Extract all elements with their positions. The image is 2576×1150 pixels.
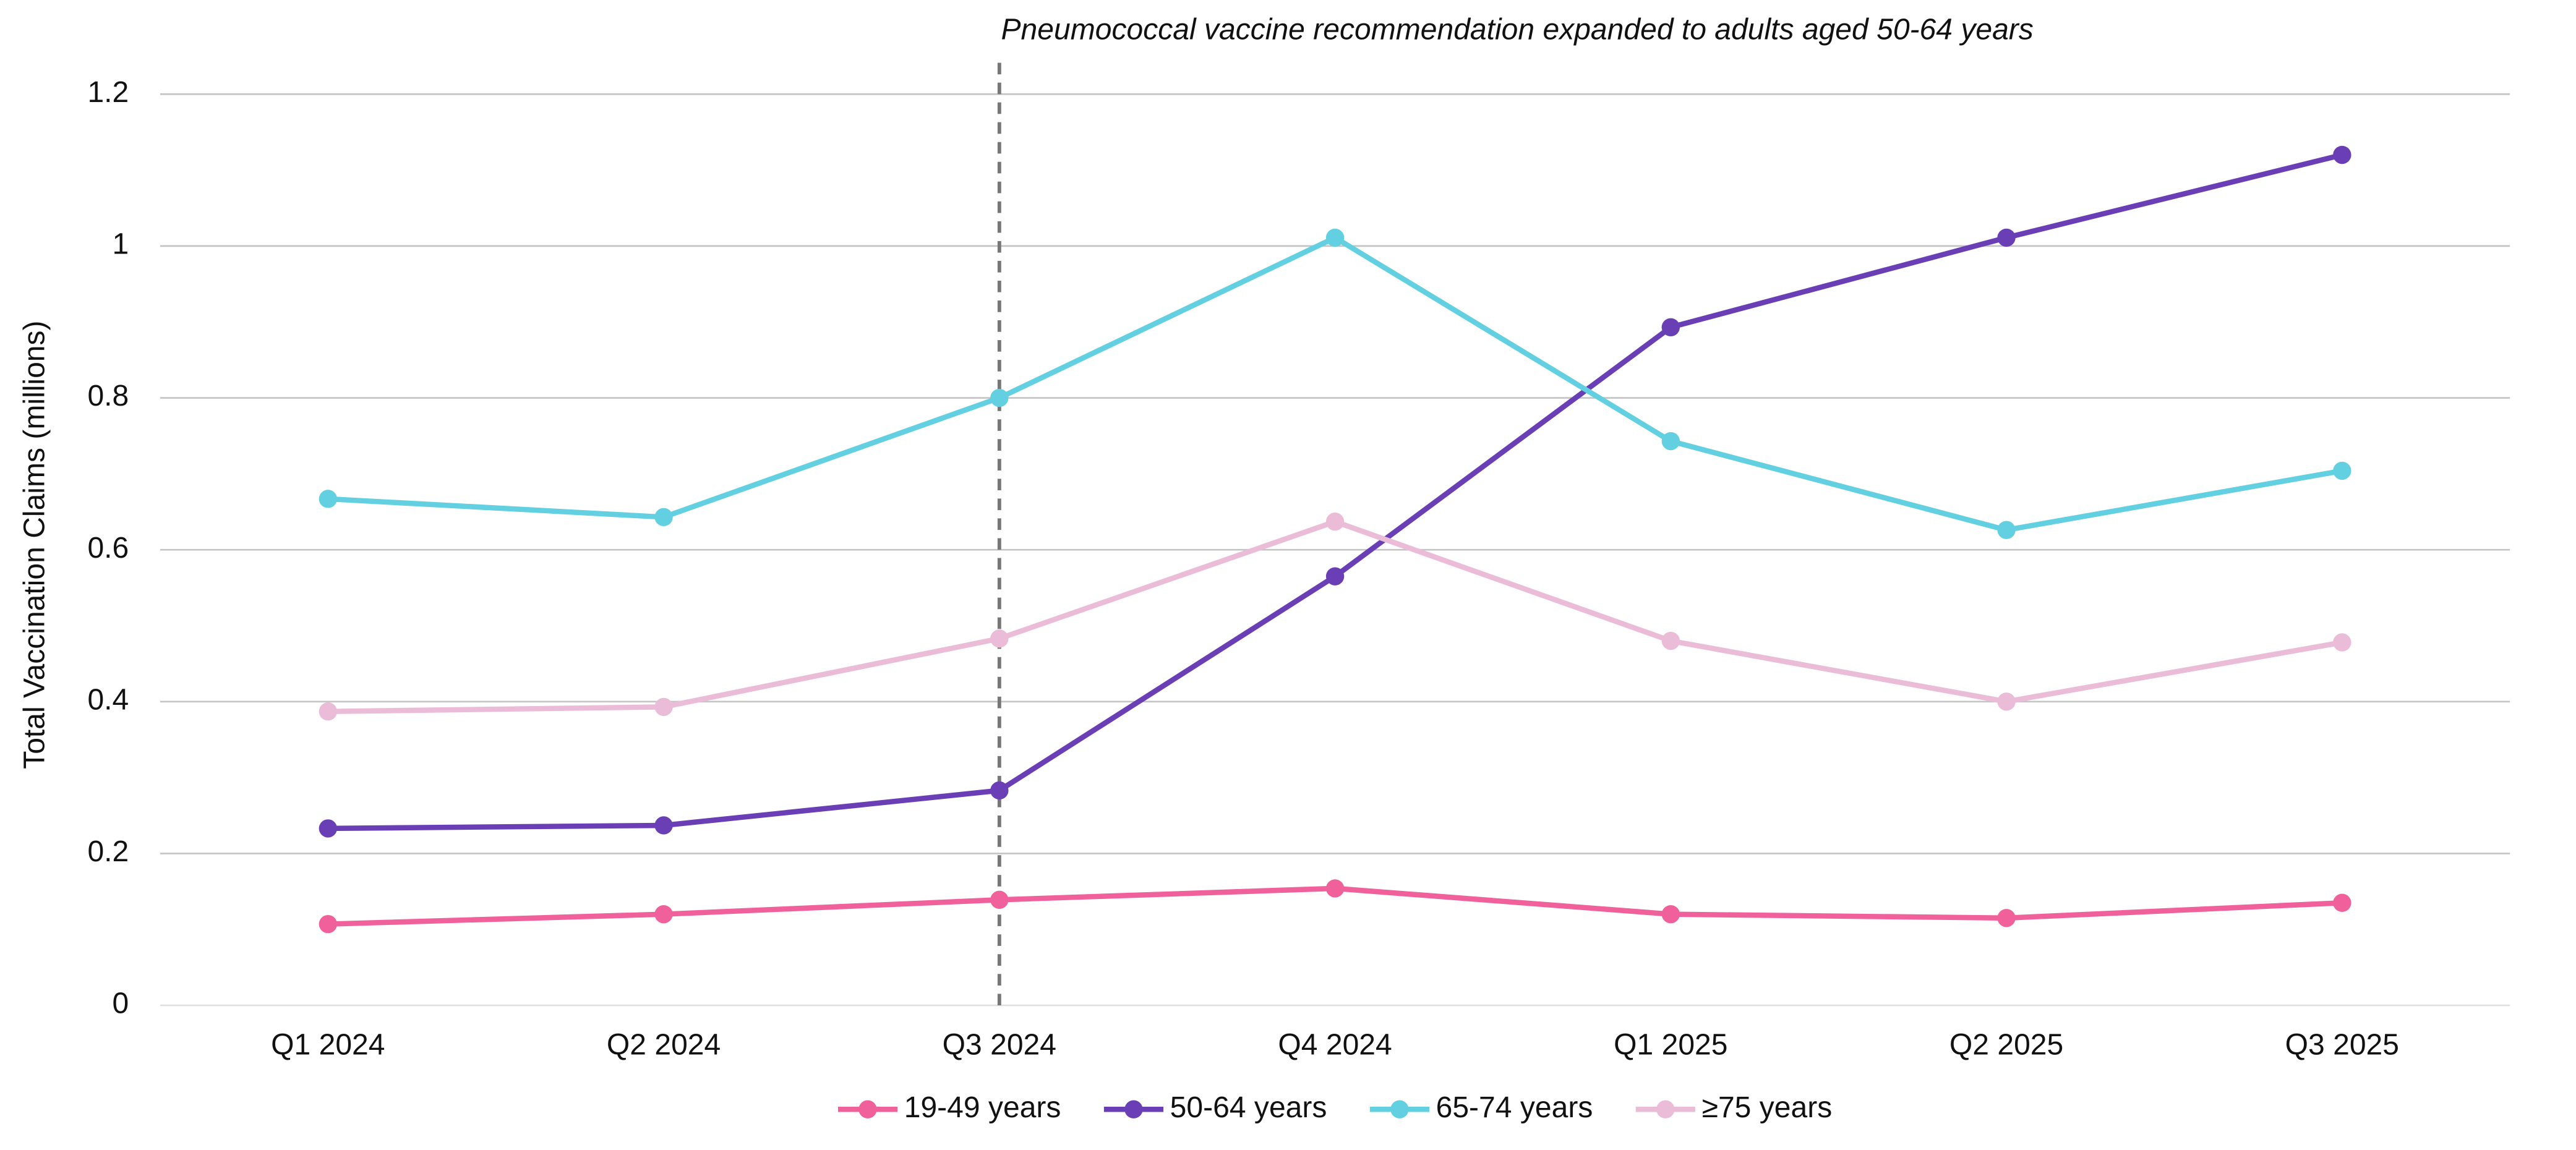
y-tick-label: 0.2 — [87, 835, 129, 868]
data-point — [990, 629, 1009, 648]
x-tick-label: Q4 2024 — [1278, 1028, 1392, 1061]
x-tick-label: Q2 2025 — [1949, 1028, 2063, 1061]
y-tick-label: 0 — [113, 987, 129, 1020]
data-point — [2333, 145, 2351, 164]
data-point — [319, 490, 338, 508]
data-point — [654, 697, 673, 717]
y-tick-label: 1.2 — [87, 76, 129, 109]
data-point — [1661, 318, 1680, 336]
series-line — [328, 152, 2343, 832]
data-point — [1325, 228, 1345, 247]
data-point — [1997, 228, 2016, 247]
data-point — [319, 702, 338, 721]
data-point — [990, 781, 1009, 800]
data-point — [1661, 432, 1680, 451]
y-tick-label: 0.6 — [87, 532, 129, 564]
data-point — [1325, 879, 1345, 898]
data-point — [1997, 692, 2016, 711]
data-point — [1325, 513, 1345, 531]
data-point — [990, 890, 1009, 909]
data-point — [654, 508, 673, 527]
legend-label: 19-49 years — [904, 1091, 1061, 1124]
y-axis-label: Total Vaccination Claims (millions) — [18, 320, 51, 769]
x-tick-label: Q3 2025 — [2285, 1028, 2399, 1061]
legend-marker — [1656, 1100, 1675, 1118]
data-point — [654, 905, 673, 924]
data-point — [654, 816, 673, 835]
data-point — [1997, 909, 2016, 927]
data-point — [319, 819, 338, 838]
x-tick-label: Q2 2024 — [607, 1028, 721, 1061]
y-tick-label: 0.8 — [87, 380, 129, 412]
data-point — [2333, 633, 2351, 652]
legend-marker — [1124, 1100, 1143, 1118]
data-point — [990, 388, 1009, 407]
series-line — [328, 235, 2343, 533]
data-point — [1661, 905, 1680, 924]
data-point — [1997, 521, 2016, 539]
legend-label: 65-74 years — [1436, 1091, 1593, 1124]
legend: 19-49 years 50-64 years 65-74 years ≥75 yea… — [837, 1091, 1833, 1124]
x-tick-label: Q1 2025 — [1614, 1028, 1727, 1061]
legend-label: 50-64 years — [1170, 1091, 1327, 1124]
legend-marker — [858, 1100, 877, 1118]
annotation-text: Pneumococcal vaccine recommendation expa… — [1001, 13, 2034, 46]
data-point — [2333, 893, 2351, 912]
legend-marker — [1390, 1100, 1409, 1118]
data-point — [1325, 567, 1345, 586]
data-point — [1661, 631, 1680, 650]
y-tick-label: 0.4 — [87, 683, 129, 716]
data-point — [319, 914, 338, 934]
legend-label: ≥75 years — [1702, 1091, 1833, 1124]
x-tick-label: Q3 2024 — [943, 1028, 1056, 1061]
y-tick-label: 1 — [113, 228, 129, 261]
data-point — [2333, 461, 2351, 480]
x-tick-label: Q1 2024 — [271, 1028, 385, 1061]
